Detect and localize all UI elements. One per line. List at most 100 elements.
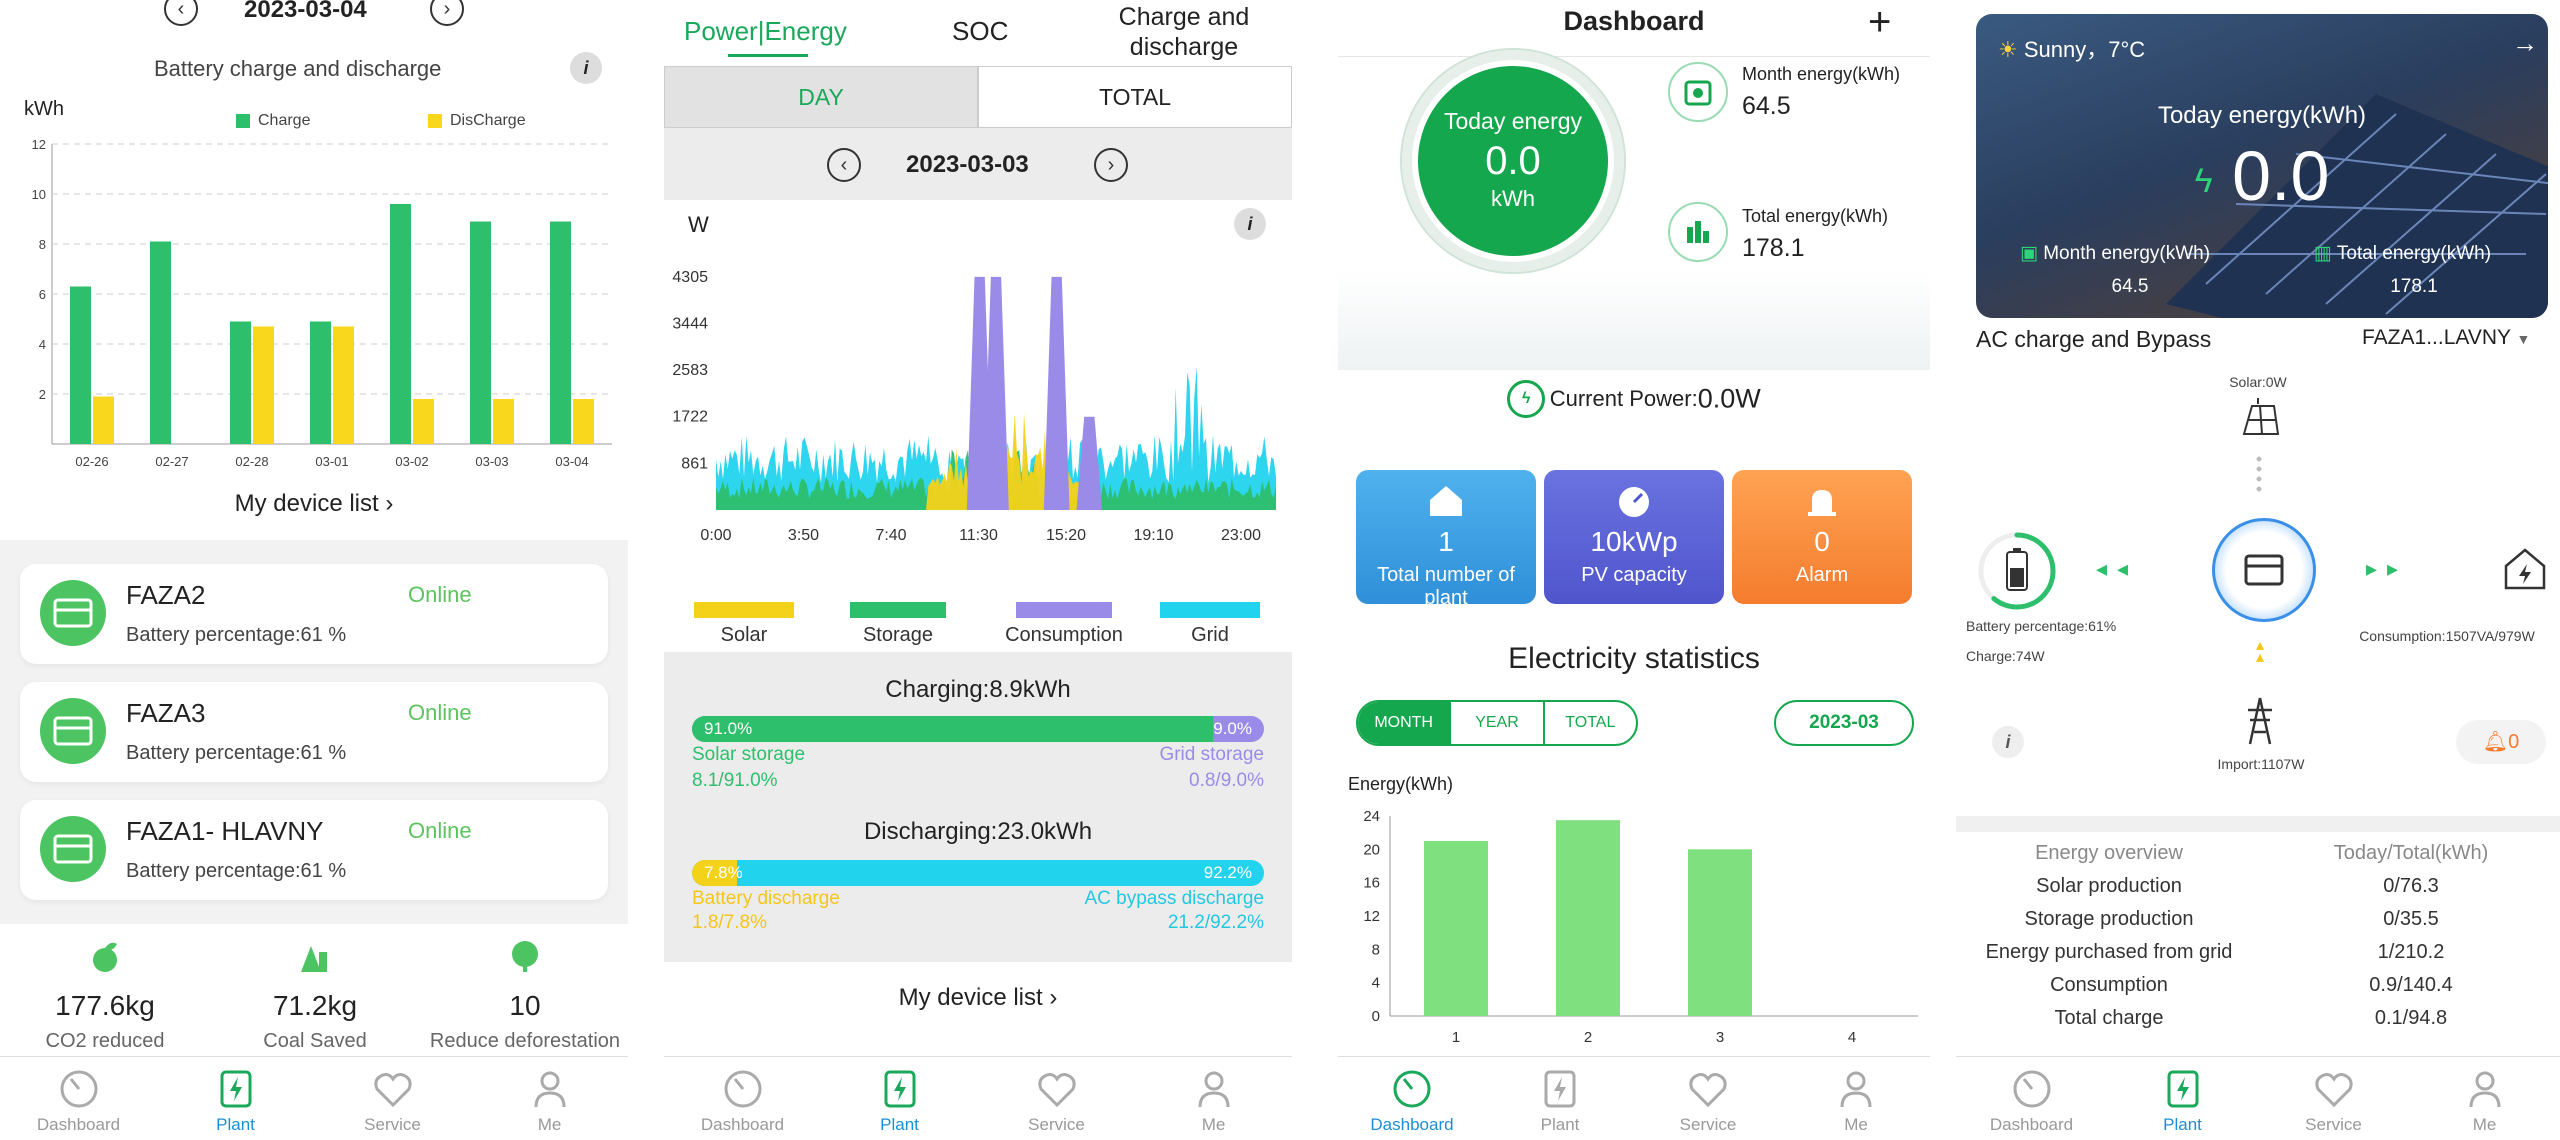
tab-soc[interactable]: SOC — [952, 16, 1009, 46]
arrow-right-icon[interactable]: → — [2512, 28, 2538, 58]
dashboard-panel: Dashboard + Today energy 0.0 kWh Month e… — [1338, 0, 1930, 1140]
next-date-button[interactable]: › — [1094, 148, 1128, 182]
prev-date-button[interactable]: ‹ — [164, 0, 198, 26]
x-tick-label: 15:20 — [1046, 527, 1086, 544]
charge-bar — [150, 241, 171, 444]
tab-dashboard[interactable]: Dashboard — [19, 1067, 139, 1135]
tab-service[interactable]: Service — [333, 1067, 453, 1135]
tab-total[interactable]: TOTAL — [1542, 702, 1636, 744]
kpi-pv-capacity[interactable]: 10kWp PV capacity — [1544, 470, 1724, 604]
tab-plant[interactable]: Plant — [2123, 1067, 2243, 1135]
tab-me[interactable]: Me — [2425, 1067, 2545, 1135]
tab-plant[interactable]: Plant — [1500, 1067, 1620, 1135]
dashboard-icon — [60, 1070, 97, 1108]
device-battery: Battery percentage:61 % — [126, 624, 347, 646]
tab-me[interactable]: Me — [1796, 1067, 1916, 1135]
device-list-link[interactable]: My device list › — [234, 490, 394, 517]
tab-dashboard[interactable]: Dashboard — [1352, 1067, 1472, 1135]
energy-bar — [1424, 841, 1488, 1016]
y-tick-label: 20 — [1363, 841, 1380, 858]
battery-ring — [1978, 532, 2056, 610]
legend-solar: Solar — [694, 602, 794, 647]
battery-bar-chart: 2 4 6 8 10 12 02-26 02-27 02-28 03-01 03-02 03-03 03… — [32, 137, 612, 469]
kpi-value: 0 — [1814, 526, 1830, 557]
tab-month[interactable]: MONTH — [1358, 702, 1450, 744]
y-tick-label: 1722 — [672, 409, 708, 426]
tab-dashboard[interactable]: Dashboard — [683, 1067, 803, 1135]
discharge-bar — [333, 326, 354, 444]
flow-arrows-left: ◂◂ — [2096, 556, 2139, 581]
active-tab-underline — [728, 54, 808, 57]
import-readout: Import:1107W — [2217, 756, 2305, 772]
y-tick-label: 8 — [39, 237, 46, 252]
eco-stats: 177.6kg CO2 reduced 71.2kg Coal Saved 10… — [0, 924, 628, 1064]
device-dropdown[interactable]: FAZA1...LAVNY ▼ — [2362, 326, 2531, 349]
y-tick-label: 861 — [681, 455, 708, 472]
tab-power-energy[interactable]: Power|Energy — [684, 16, 847, 46]
discharge-bar — [253, 326, 274, 444]
device-card[interactable]: FAZA1- HLAVNY Online Battery percentage:… — [20, 800, 608, 900]
device-card[interactable]: FAZA3 Online Battery percentage:61 % — [20, 682, 608, 782]
inverter-icon — [40, 698, 106, 764]
inverter-hub[interactable] — [2212, 518, 2316, 622]
tab-service[interactable]: Service — [997, 1067, 1117, 1135]
service-icon — [1037, 1073, 1076, 1108]
y-tick-label: 3444 — [672, 315, 708, 332]
today-value: 0.0 — [1485, 139, 1541, 183]
current-power: ϟ Current Power:0.0W — [1338, 380, 1930, 418]
dashboard-icon — [724, 1070, 761, 1108]
info-icon[interactable]: i — [1234, 208, 1266, 240]
today-unit: kWh — [1491, 186, 1535, 211]
tab-plant[interactable]: Plant — [840, 1067, 960, 1135]
today-label: Today energy — [1443, 108, 1583, 134]
table-row: Storage production 0/35.5 — [2024, 908, 2439, 930]
charging-bar: 91.0% 9.0% — [692, 716, 1264, 742]
co2-label: CO2 reduced — [45, 1030, 165, 1052]
y-tick-label: 4305 — [672, 269, 708, 286]
device-card[interactable]: FAZA2 Online Battery percentage:61 % — [20, 564, 608, 664]
kpi-alarm[interactable]: 0 Alarm — [1732, 470, 1912, 604]
tab-me[interactable]: Me — [1154, 1067, 1274, 1135]
consumption-peak — [983, 276, 1009, 510]
add-icon[interactable]: + — [1868, 0, 1892, 44]
alarm-icon: 🔔︎ — [2482, 731, 2509, 753]
tab-service[interactable]: Service — [2274, 1067, 2394, 1135]
date-label: 2023-03-03 — [906, 151, 1029, 178]
month-energy-label: Month energy(kWh) — [1742, 64, 1901, 84]
device-battery: Battery percentage:61 % — [126, 742, 347, 764]
seg-day[interactable]: DAY — [664, 66, 978, 128]
x-tick-label: 03-01 — [315, 454, 348, 469]
kpi-plants[interactable]: 1 Total number of plant — [1356, 470, 1536, 609]
device-battery: Battery percentage:61 % — [126, 860, 347, 882]
tab-dashboard[interactable]: Dashboard — [1972, 1067, 2092, 1135]
plant-icon — [884, 1070, 915, 1108]
month-picker[interactable]: 2023-03 — [1774, 700, 1914, 746]
prev-date-button[interactable]: ‹ — [827, 148, 861, 182]
device-list-link[interactable]: My device list › — [664, 962, 1292, 1056]
device-name: FAZA1- HLAVNY — [126, 816, 324, 846]
info-icon[interactable]: i — [1992, 726, 2024, 758]
next-date-button[interactable]: › — [430, 0, 464, 26]
charge-bar — [390, 204, 411, 444]
charge-bar — [550, 221, 571, 444]
co2-icon — [0, 938, 210, 979]
coal-value: 71.2kg — [272, 990, 358, 1021]
info-icon[interactable]: i — [570, 52, 602, 84]
service-icon — [2314, 1073, 2353, 1108]
alarm-badge[interactable]: 🔔︎0 — [2456, 720, 2546, 764]
tab-charge-discharge[interactable]: Charge and discharge — [1118, 3, 1250, 61]
x-tick-label: 03-02 — [395, 454, 428, 469]
device-status: Online — [408, 818, 472, 843]
tab-me[interactable]: Me — [490, 1067, 610, 1135]
device-status: Online — [408, 582, 472, 607]
unit-label: W — [688, 212, 709, 237]
charging-right-pct: 9.0% — [1213, 719, 1252, 738]
divider — [1338, 56, 1930, 57]
tab-year[interactable]: YEAR — [1449, 702, 1542, 744]
power-legend: Solar Storage Consumption Grid — [664, 602, 1292, 652]
total-energy-icon — [1668, 202, 1728, 262]
seg-total[interactable]: TOTAL — [978, 66, 1292, 128]
tab-plant[interactable]: Plant — [176, 1067, 296, 1135]
tab-service[interactable]: Service — [1648, 1067, 1768, 1135]
